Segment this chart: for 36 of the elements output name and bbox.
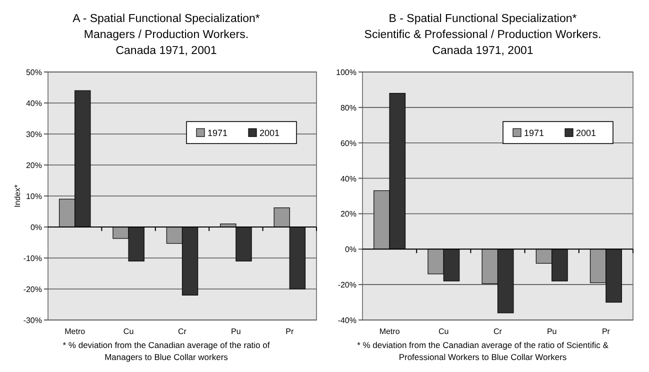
chart-title: B - Spatial Functional Specialization* Scientific & Professional / Production Workers. Canada 1971, 2001 <box>364 13 602 57</box>
y-tick-label: 40% <box>26 99 42 108</box>
y-tick-label: 60% <box>340 138 356 148</box>
y-tick-label: 20% <box>26 161 42 170</box>
x-tick-label: Pr <box>602 327 610 336</box>
y-tick-label: 40% <box>340 174 356 184</box>
x-tick-label: Metro <box>64 327 86 336</box>
y-tick-label: 100% <box>336 68 356 77</box>
y-tick-label: -20% <box>338 280 356 290</box>
y-tick-label: 30% <box>26 130 42 139</box>
x-tick-label: Cu <box>438 327 449 336</box>
text: * % deviation from the Canadian average of the ratio of Managers to Blue Collar workers <box>62 340 270 362</box>
x-tick-label: Metro <box>379 327 400 336</box>
x-tick-label: Pu <box>231 327 241 336</box>
x-tick-label: Cr <box>178 327 187 336</box>
y-tick-label: 0% <box>30 223 42 232</box>
text: * % deviation from the Canadian average of the ratio of Scientific & Professional Workers to Blue Collar Workers <box>357 340 609 362</box>
legend-label: 2001 <box>576 128 596 138</box>
y-tick-label: 0% <box>344 245 356 254</box>
y-tick-label: -20% <box>23 285 42 294</box>
y-tick-label: 50% <box>26 68 42 77</box>
y-tick-label: -30% <box>23 316 42 325</box>
x-tick-label: Cu <box>123 327 134 336</box>
y-tick-label: -40% <box>338 316 356 325</box>
chart-title: A - Spatial Functional Specialization* Managers / Production Workers. Canada 1971, 2001 <box>72 13 260 57</box>
y-tick-label: 80% <box>340 103 356 112</box>
legend-label: 2001 <box>260 128 280 138</box>
x-tick-label: Pu <box>546 327 557 336</box>
x-tick-label: Pr <box>286 327 294 336</box>
y-axis-title: Index* <box>13 184 22 208</box>
legend-label: 1971 <box>208 128 228 138</box>
y-tick-label: -10% <box>23 254 42 263</box>
y-tick-label: 10% <box>26 192 42 201</box>
legend-label: 1971 <box>524 128 544 138</box>
x-tick-label: Cr <box>494 327 502 336</box>
y-tick-label: 20% <box>340 210 356 219</box>
